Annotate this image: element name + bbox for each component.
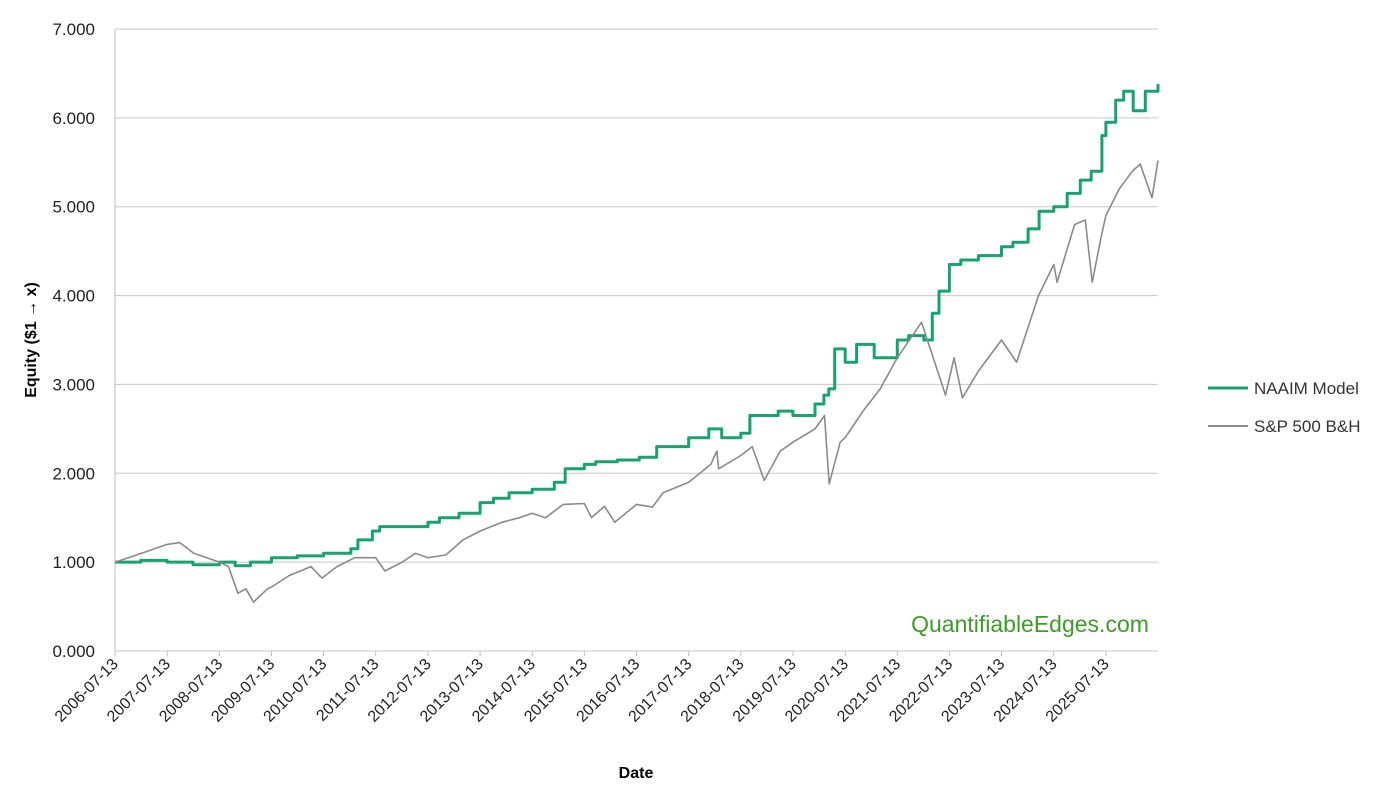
watermark-text: QuantifiableEdges.com: [911, 611, 1149, 637]
y-tick-label: 4.000: [52, 287, 95, 306]
y-axis-label: Equity ($1 → x): [23, 282, 40, 398]
legend-label-naaim: NAAIM Model: [1254, 379, 1359, 398]
series-line-naaim: [115, 84, 1160, 568]
y-tick-label: 7.000: [52, 20, 95, 39]
y-tick-label: 3.000: [52, 375, 95, 394]
y-tick-label: 5.000: [52, 198, 95, 217]
series-lines: [114, 84, 1160, 603]
legend: NAAIM Model S&P 500 B&H: [1208, 379, 1360, 436]
legend-label-sp500: S&P 500 B&H: [1254, 417, 1360, 436]
x-axis-label: Date: [619, 765, 654, 782]
y-tick-label: 2.000: [52, 464, 95, 483]
y-tick-label: 6.000: [52, 109, 95, 128]
series-line-sp500: [114, 160, 1159, 603]
y-tick-label: 0.000: [52, 642, 95, 661]
y-tick-label: 1.000: [52, 553, 95, 572]
gridlines: [115, 28, 1158, 652]
